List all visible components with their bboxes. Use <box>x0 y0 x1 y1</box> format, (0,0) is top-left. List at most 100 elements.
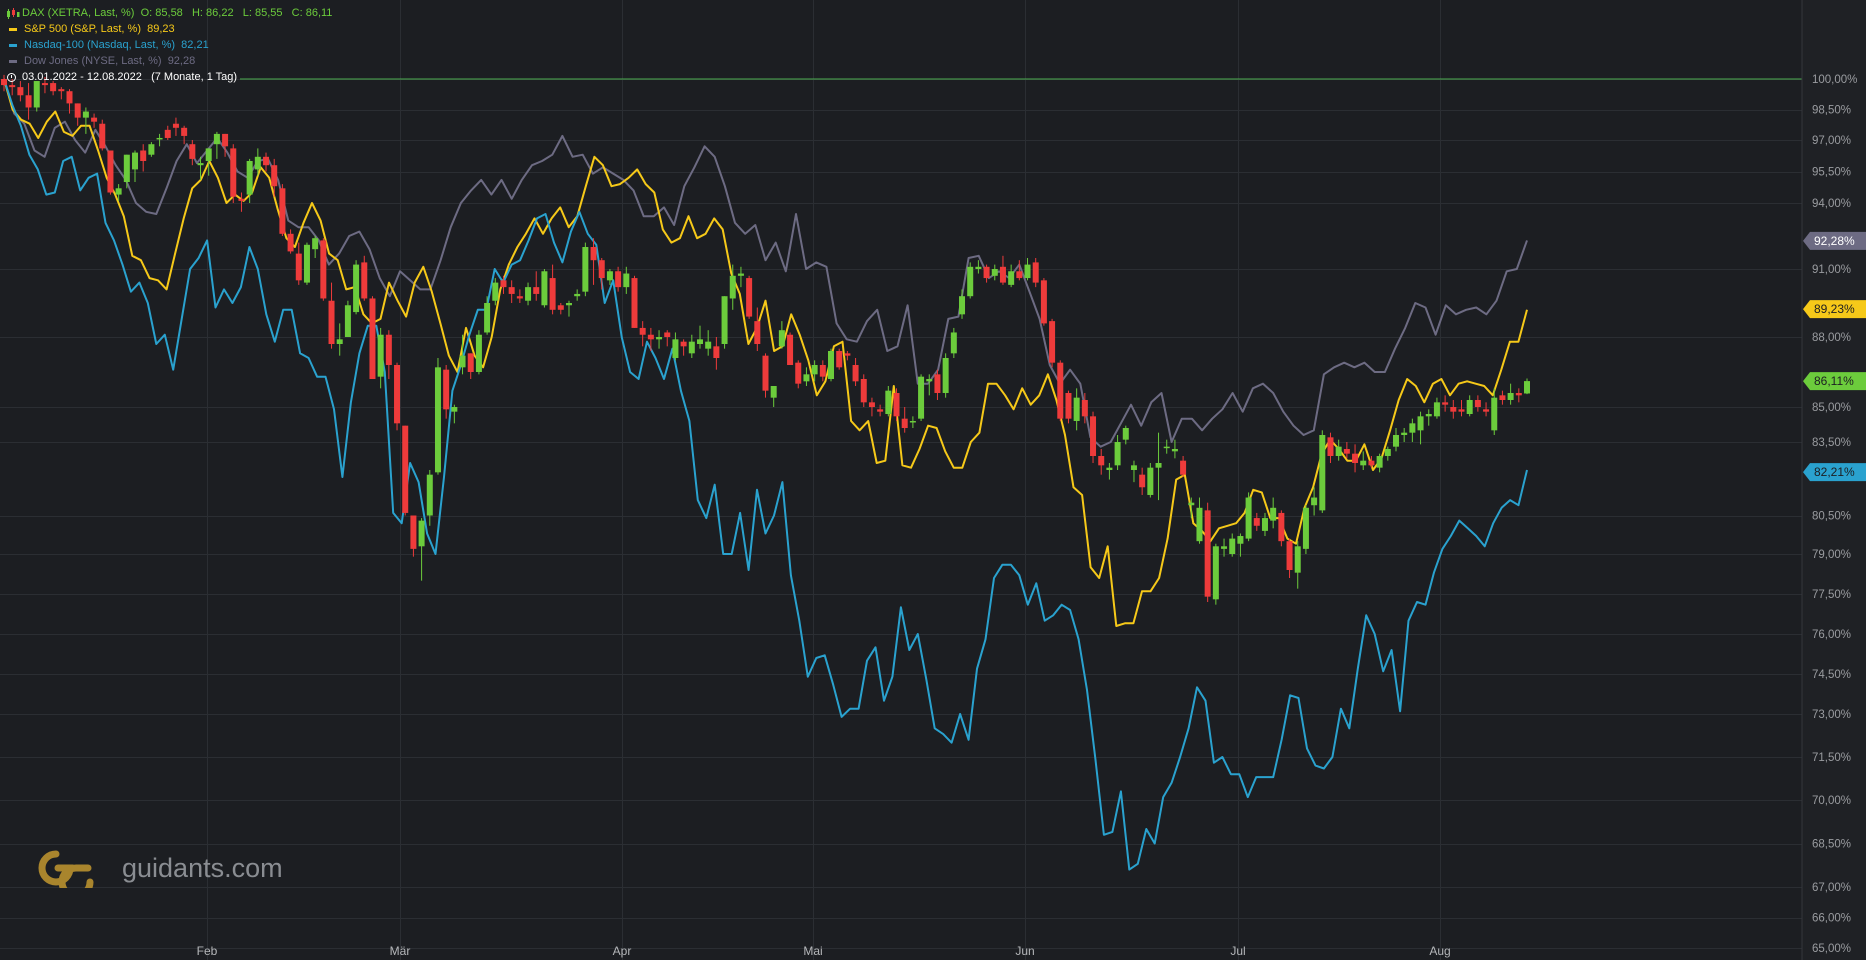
candle[interactable] <box>1270 497 1277 529</box>
candle[interactable] <box>557 303 564 315</box>
candle[interactable] <box>999 255 1006 285</box>
candle[interactable] <box>1229 533 1236 557</box>
candle[interactable] <box>140 144 147 172</box>
candle[interactable] <box>328 282 335 349</box>
candle[interactable] <box>508 280 515 303</box>
candle[interactable] <box>1180 456 1187 477</box>
candle[interactable] <box>451 404 458 424</box>
candle[interactable] <box>1139 467 1146 495</box>
candle[interactable] <box>836 348 843 370</box>
candle[interactable] <box>615 266 622 292</box>
candle[interactable] <box>631 275 638 328</box>
candle[interactable] <box>1057 360 1064 421</box>
candle[interactable] <box>1090 411 1097 463</box>
candle[interactable] <box>811 360 818 382</box>
candle[interactable] <box>74 103 81 126</box>
candle[interactable] <box>230 144 237 203</box>
candle[interactable] <box>1204 502 1211 602</box>
date-range-info[interactable]: 03.01.2022 - 12.08.2022 (7 Monate, 1 Tag… <box>6 69 332 85</box>
candle[interactable] <box>1032 258 1039 288</box>
candle[interactable] <box>868 397 875 417</box>
candle[interactable] <box>222 133 229 157</box>
candle[interactable] <box>1524 378 1530 395</box>
candle[interactable] <box>1221 538 1228 557</box>
candle[interactable] <box>770 386 777 407</box>
candle[interactable] <box>287 229 294 254</box>
candle[interactable] <box>58 87 65 100</box>
candle[interactable] <box>1483 402 1490 417</box>
candle[interactable] <box>1130 460 1137 483</box>
candle[interactable] <box>656 330 663 349</box>
candle[interactable] <box>9 79 16 96</box>
candle[interactable] <box>516 289 523 303</box>
candle[interactable] <box>1433 397 1440 419</box>
candle[interactable] <box>25 83 32 120</box>
candle[interactable] <box>271 158 278 197</box>
candle[interactable] <box>213 131 220 159</box>
candle[interactable] <box>1360 451 1367 470</box>
candle[interactable] <box>303 242 310 285</box>
candle[interactable] <box>443 365 450 419</box>
candle[interactable] <box>295 242 302 285</box>
candle[interactable] <box>1016 260 1023 281</box>
legend-item-dax[interactable]: DAX (XETRA, Last, %) O: 85,58 H: 86,22 L… <box>6 5 332 21</box>
candle[interactable] <box>877 404 884 417</box>
candle[interactable] <box>246 158 253 203</box>
candle[interactable] <box>41 76 48 94</box>
candle[interactable] <box>565 300 572 317</box>
candle[interactable] <box>549 264 556 315</box>
candle[interactable] <box>320 238 327 301</box>
candle[interactable] <box>312 236 319 258</box>
candle[interactable] <box>778 321 785 349</box>
candle[interactable] <box>238 192 245 212</box>
candle[interactable] <box>1319 430 1326 513</box>
candle[interactable] <box>1040 278 1047 326</box>
candle[interactable] <box>696 325 703 349</box>
candle[interactable] <box>967 262 974 299</box>
candle[interactable] <box>1417 411 1424 445</box>
candle[interactable] <box>1196 497 1203 544</box>
candle[interactable] <box>181 125 188 145</box>
candle[interactable] <box>91 113 98 128</box>
candle[interactable] <box>795 360 802 389</box>
candle[interactable] <box>475 330 482 375</box>
candle[interactable] <box>606 269 613 285</box>
candle[interactable] <box>1491 388 1498 435</box>
candle[interactable] <box>705 330 712 356</box>
candle[interactable] <box>115 184 122 201</box>
candle[interactable] <box>590 238 597 285</box>
candle[interactable] <box>1008 264 1015 288</box>
candle[interactable] <box>1155 432 1162 501</box>
candle[interactable] <box>426 470 433 526</box>
candle[interactable] <box>1466 395 1473 417</box>
candle[interactable] <box>541 269 548 308</box>
candle[interactable] <box>582 242 589 297</box>
candle[interactable] <box>918 374 925 421</box>
candle[interactable] <box>787 332 794 365</box>
candle[interactable] <box>1147 463 1154 498</box>
candle[interactable] <box>819 360 826 382</box>
candle[interactable] <box>975 260 982 274</box>
candle[interactable] <box>33 81 40 112</box>
candle[interactable] <box>1163 439 1170 454</box>
candle[interactable] <box>132 150 139 183</box>
candle[interactable] <box>942 353 949 398</box>
candle[interactable] <box>1253 512 1260 531</box>
candle[interactable] <box>484 296 491 335</box>
candle[interactable] <box>1474 395 1481 412</box>
candle[interactable] <box>1450 400 1457 419</box>
candle[interactable] <box>17 81 24 102</box>
candle[interactable] <box>82 107 89 134</box>
candle[interactable] <box>1245 492 1252 542</box>
legend-item-sp500[interactable]: S&P 500 (S&P, Last, %) 89,23 <box>6 21 332 37</box>
candle[interactable] <box>1376 453 1383 473</box>
candle[interactable] <box>746 275 753 319</box>
candle[interactable] <box>459 334 466 375</box>
candle[interactable] <box>418 518 425 581</box>
candle[interactable] <box>533 271 540 301</box>
candle[interactable] <box>860 374 867 407</box>
candle[interactable] <box>385 330 392 379</box>
candle[interactable] <box>901 407 908 433</box>
candle[interactable] <box>934 369 941 400</box>
candle[interactable] <box>1278 510 1285 547</box>
